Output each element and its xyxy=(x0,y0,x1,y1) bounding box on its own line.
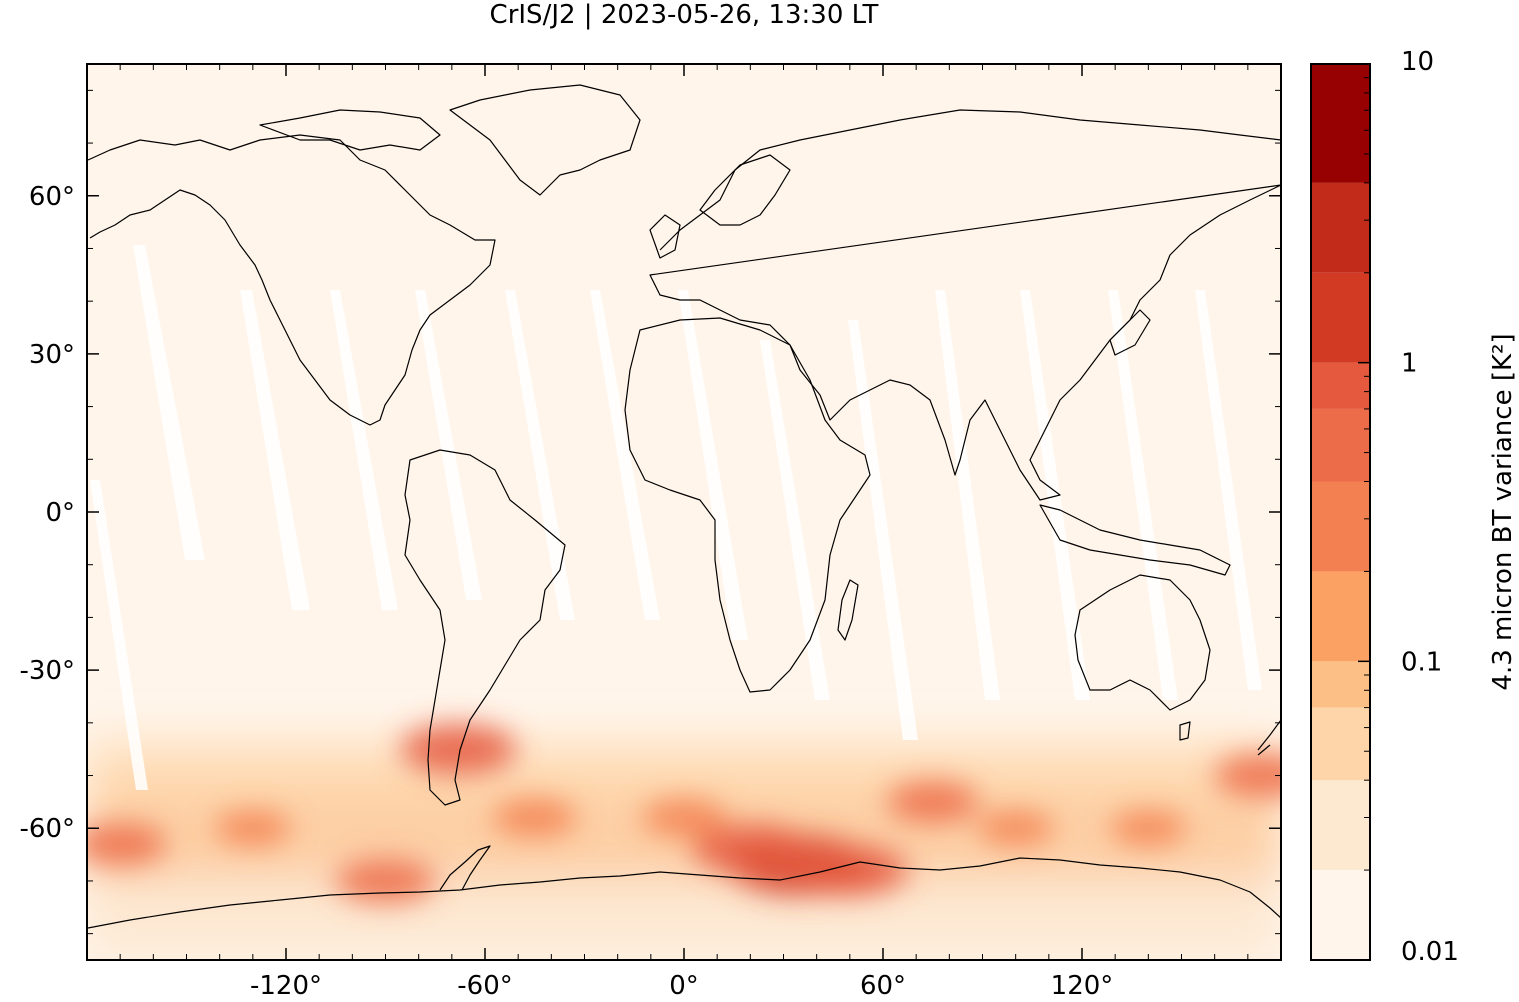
coastline-madagascar xyxy=(837,579,859,641)
colorbar: 0.01 0.1 1 10 xyxy=(1310,47,1459,967)
coastline-north-america xyxy=(87,134,496,426)
coastline-tasmania xyxy=(1179,721,1191,741)
colorbar-band xyxy=(1311,362,1370,409)
colorbar-band xyxy=(1311,661,1370,708)
map-area xyxy=(87,64,1281,960)
variance-blob xyxy=(977,811,1054,846)
coastline-antarctica xyxy=(87,857,1281,929)
y-tick-label: -30° xyxy=(20,656,75,686)
variance-blob xyxy=(214,811,291,846)
y-tick-label: 60° xyxy=(29,182,75,212)
coastline-japan xyxy=(1109,309,1151,356)
orbit-gaps xyxy=(90,245,1262,790)
coastline-africa xyxy=(624,317,871,693)
colorbar-tick-label: 0.1 xyxy=(1401,647,1442,677)
variance-blob xyxy=(335,858,436,903)
coastline-canadian-arctic xyxy=(259,109,441,151)
coastline-antarctic-peninsula xyxy=(439,845,491,891)
coastline-new-zealand xyxy=(1257,719,1281,756)
y-tick-label: -60° xyxy=(20,814,75,844)
colorbar-tick-label: 0.01 xyxy=(1401,937,1459,967)
y-axis: 60° 30° 0° -30° -60° xyxy=(20,89,1281,935)
coastline-greenland xyxy=(449,84,641,196)
coastline-eurasia xyxy=(649,109,1281,501)
variance-blob xyxy=(400,723,517,775)
y-tick-label: 0° xyxy=(45,498,75,528)
coastline-australia xyxy=(1074,574,1211,711)
coastline-se-asia-islands xyxy=(1039,504,1231,576)
variance-blob xyxy=(886,781,979,823)
x-tick-label: -120° xyxy=(250,971,322,1001)
variance-blob xyxy=(1110,811,1187,846)
colorbar-band xyxy=(1311,481,1370,572)
variance-blob xyxy=(87,823,167,865)
variance-blob xyxy=(642,798,726,837)
colorbar-band xyxy=(1311,707,1370,781)
x-tick-label: -60° xyxy=(457,971,512,1001)
coastline-scandinavia xyxy=(699,154,791,226)
colorbar-band xyxy=(1311,571,1370,662)
x-tick-label: 60° xyxy=(860,971,906,1001)
colorbar-band xyxy=(1311,272,1370,363)
colorbar-band xyxy=(1311,182,1370,273)
variance-blob xyxy=(1214,753,1281,798)
colorbar-bands xyxy=(1311,64,1370,960)
colorbar-frame xyxy=(1310,63,1371,961)
x-axis: -120° -60° 0° 60° 120° xyxy=(119,64,1249,1001)
colorbar-band xyxy=(1311,408,1370,482)
coastline-south-america xyxy=(404,449,566,806)
chart-title: CrIS/J2 | 2023-05-26, 13:30 LT xyxy=(489,0,879,30)
coastlines xyxy=(87,84,1281,929)
coastline-british-isles xyxy=(649,214,681,259)
variance-blob xyxy=(492,798,577,837)
x-tick-label: 0° xyxy=(669,971,699,1001)
x-tick-label: 120° xyxy=(1051,971,1114,1001)
colorbar-band xyxy=(1311,870,1370,960)
colorbar-band xyxy=(1311,780,1370,871)
variance-blob xyxy=(692,824,809,875)
southern-variance-band xyxy=(87,740,1281,960)
y-tick-label: 30° xyxy=(29,340,75,370)
colorbar-tick-label: 1 xyxy=(1401,349,1418,379)
colorbar-ticks: 0.01 0.1 1 10 xyxy=(1358,47,1459,967)
colorbar-tick-label: 10 xyxy=(1401,47,1434,77)
colorbar-label: 4.3 micron BT variance [K²] xyxy=(1488,333,1518,691)
colorbar-band xyxy=(1311,64,1370,183)
variance-blob xyxy=(791,845,908,896)
